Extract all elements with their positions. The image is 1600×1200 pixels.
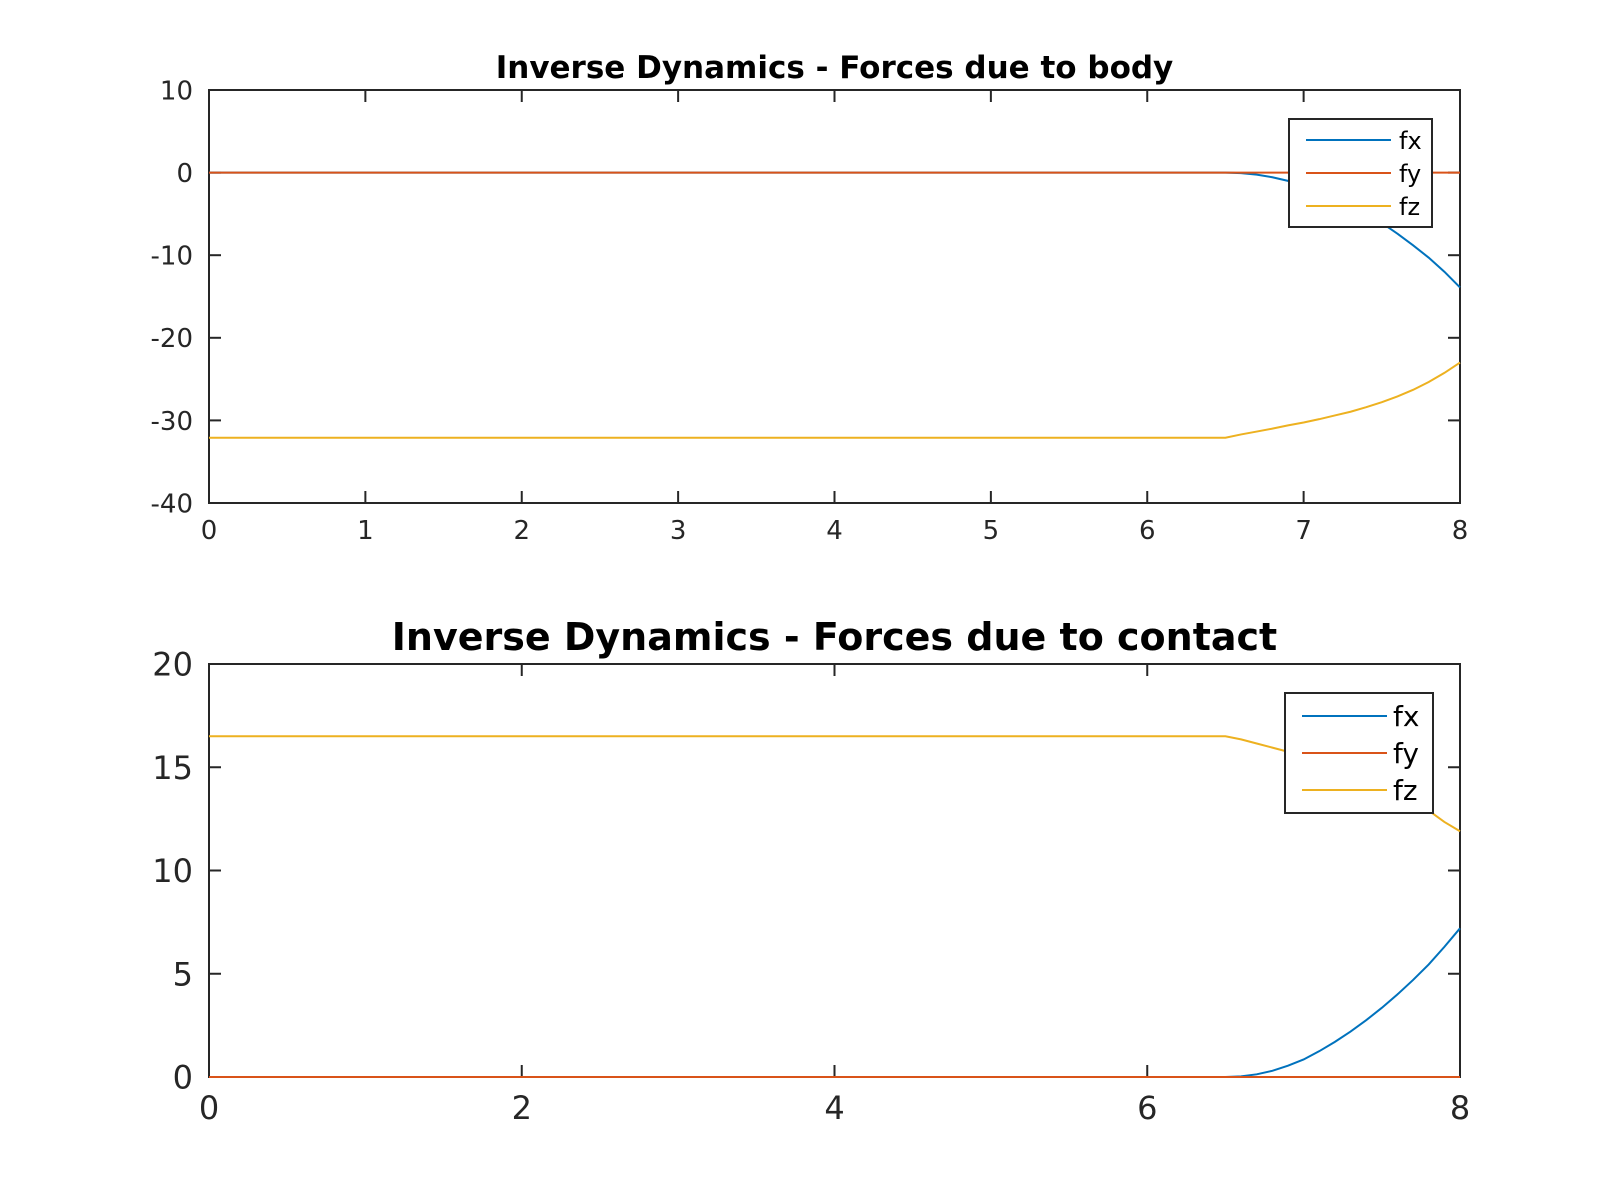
body-forces-xtick-label: 0 — [201, 516, 218, 546]
body-forces-xtick-label: 4 — [826, 516, 843, 546]
contact-forces-axes — [208, 663, 1461, 1078]
body-forces-legend-fz-label: fz — [1399, 193, 1420, 221]
contact-forces-xtick-label: 6 — [1137, 1089, 1157, 1127]
contact-forces-xtick-label: 8 — [1450, 1089, 1470, 1127]
contact-forces-ytick-label: 20 — [152, 646, 193, 684]
body-forces-legend-fy-label: fy — [1399, 160, 1421, 188]
body-forces-subplot: Inverse Dynamics - Forces due to body 0 1… — [151, 50, 1469, 546]
contact-forces-legend-fy-label: fy — [1393, 737, 1419, 770]
contact-forces-ytick-label: 10 — [152, 852, 193, 890]
body-forces-axes — [208, 89, 1461, 504]
body-forces-ytick-label: 0 — [176, 159, 193, 189]
contact-forces-xtick-label: 2 — [512, 1089, 532, 1127]
body-forces-legend: fx fy fz — [1288, 118, 1433, 228]
body-forces-ytick-label: -30 — [151, 407, 193, 437]
body-forces-ytick-label: -10 — [151, 242, 193, 272]
body-forces-xtick-label: 1 — [357, 516, 374, 546]
body-forces-ytick-label: -20 — [151, 324, 193, 354]
contact-forces-title: Inverse Dynamics - Forces due to contact — [392, 615, 1277, 659]
contact-forces-xtick-label: 4 — [824, 1089, 844, 1127]
contact-forces-legend-fx-label: fx — [1393, 700, 1419, 733]
body-forces-series-fz-line — [209, 361, 1461, 439]
contact-forces-ytick-label: 0 — [173, 1059, 193, 1097]
body-forces-xtick-label: 7 — [1295, 516, 1312, 546]
body-forces-ticks: 0 1 2 3 4 5 6 7 8 10 0 -10 -20 -30 -40 — [151, 76, 1469, 546]
body-forces-legend-fx-label: fx — [1399, 127, 1422, 155]
contact-forces-subplot: Inverse Dynamics - Forces due to contact… — [152, 615, 1470, 1127]
body-forces-xtick-label: 2 — [513, 516, 530, 546]
contact-forces-xtick-label: 0 — [199, 1089, 219, 1127]
body-forces-xtick-label: 6 — [1139, 516, 1156, 546]
body-forces-title: Inverse Dynamics - Forces due to body — [496, 50, 1174, 86]
contact-forces-ytick-label: 15 — [152, 749, 193, 787]
contact-forces-series-fx-line — [209, 927, 1461, 1078]
contact-forces-legend-fz-label: fz — [1393, 774, 1418, 807]
contact-forces-ytick-label: 5 — [173, 955, 193, 993]
contact-forces-legend: fx fy fz — [1284, 692, 1434, 814]
body-forces-xtick-label: 8 — [1452, 516, 1469, 546]
contact-forces-ticks: 0 2 4 6 8 20 15 10 5 0 — [152, 646, 1470, 1127]
body-forces-ytick-label: 10 — [160, 76, 193, 106]
body-forces-xtick-label: 3 — [670, 516, 687, 546]
body-forces-xtick-label: 5 — [983, 516, 1000, 546]
body-forces-ytick-label: -40 — [151, 489, 193, 519]
